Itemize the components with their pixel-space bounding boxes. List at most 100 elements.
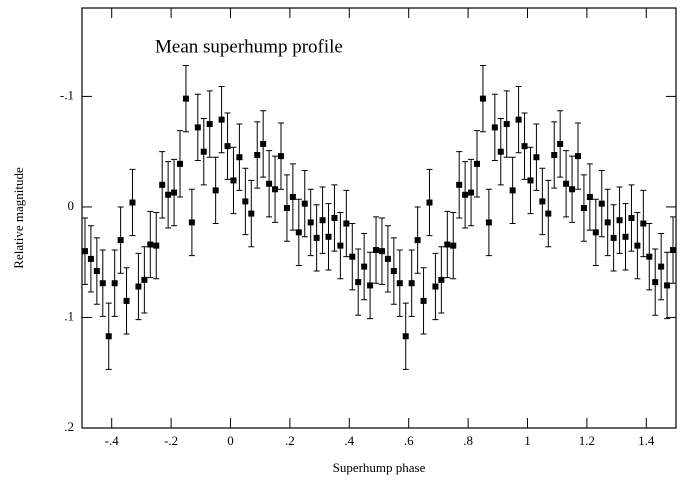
data-point xyxy=(468,189,475,196)
data-point xyxy=(147,241,154,248)
data-point xyxy=(527,177,534,184)
data-point xyxy=(277,153,284,160)
data-point xyxy=(87,255,94,262)
data-point xyxy=(574,153,581,160)
data-point xyxy=(248,210,255,217)
data-point xyxy=(485,219,492,226)
data-point xyxy=(420,297,427,304)
x-axis-label: Superhump phase xyxy=(333,460,426,475)
data-point xyxy=(313,234,320,241)
data-point xyxy=(521,143,528,150)
data-point xyxy=(438,276,445,283)
data-point xyxy=(188,219,195,226)
data-point xyxy=(515,116,522,123)
data-point xyxy=(479,95,486,102)
data-point xyxy=(254,152,261,158)
data-point xyxy=(153,242,160,249)
data-point xyxy=(604,219,611,226)
data-point xyxy=(307,219,314,226)
x-tick-label: 1.4 xyxy=(638,433,655,448)
data-point xyxy=(646,253,653,260)
data-point xyxy=(206,121,213,128)
data-point xyxy=(432,283,439,290)
data-point xyxy=(456,181,463,188)
x-tick-label: .8 xyxy=(463,433,473,448)
data-point xyxy=(123,297,130,304)
y-tick-label: .2 xyxy=(64,419,74,434)
data-point xyxy=(503,121,510,128)
data-point xyxy=(135,283,142,290)
data-point xyxy=(557,140,564,147)
data-point xyxy=(325,233,332,240)
data-point xyxy=(462,191,469,198)
data-point xyxy=(224,143,231,150)
x-tick-label: -.4 xyxy=(105,433,120,448)
data-point xyxy=(598,200,605,207)
data-point xyxy=(242,198,249,205)
data-point xyxy=(610,234,617,241)
data-point xyxy=(592,229,599,236)
data-point xyxy=(194,124,201,131)
x-tick-label: -.2 xyxy=(164,433,178,448)
chart-title: Mean superhump profile xyxy=(155,36,343,57)
x-tick-label: 1 xyxy=(524,433,531,448)
y-axis-label: Relative magnitude xyxy=(11,167,26,269)
data-point xyxy=(93,268,100,275)
data-point xyxy=(283,205,290,212)
data-point xyxy=(580,205,587,212)
data-point xyxy=(586,194,593,200)
data-point xyxy=(450,242,457,249)
y-tick-label: .1 xyxy=(64,308,74,323)
data-point xyxy=(349,253,356,260)
data-point xyxy=(545,210,552,217)
data-point xyxy=(491,124,498,131)
data-point xyxy=(569,186,576,193)
data-point xyxy=(664,282,671,289)
data-point xyxy=(402,333,409,340)
data-point xyxy=(658,263,665,270)
data-point xyxy=(539,198,546,205)
x-tick-label: 1.2 xyxy=(579,433,595,448)
data-point xyxy=(373,247,380,254)
data-point xyxy=(634,242,641,249)
data-point xyxy=(159,181,166,188)
data-point xyxy=(295,229,302,236)
data-point xyxy=(129,199,136,206)
x-tick-label: 0 xyxy=(227,433,234,448)
y-tick-label: 0 xyxy=(68,198,75,213)
data-point xyxy=(361,263,368,270)
data-point xyxy=(236,154,243,161)
data-point xyxy=(218,116,225,123)
data-point xyxy=(551,152,558,158)
data-point xyxy=(408,280,415,287)
data-point xyxy=(563,180,570,187)
data-point xyxy=(616,217,623,224)
data-point xyxy=(414,237,421,244)
data-point xyxy=(367,282,374,289)
data-point xyxy=(81,248,88,255)
x-tick-label: .6 xyxy=(404,433,414,448)
data-point xyxy=(343,220,350,227)
data-point xyxy=(622,233,629,240)
data-point xyxy=(289,194,296,200)
data-point xyxy=(117,237,124,244)
data-point xyxy=(331,215,338,221)
data-point xyxy=(99,280,106,287)
data-point xyxy=(355,279,362,286)
data-point xyxy=(319,217,326,224)
data-point xyxy=(444,241,451,248)
y-tick-label: -.1 xyxy=(60,87,74,102)
data-point xyxy=(182,95,189,102)
data-point xyxy=(177,160,184,167)
data-point xyxy=(533,154,540,161)
data-point xyxy=(200,148,207,155)
data-point xyxy=(390,268,397,275)
data-point xyxy=(384,255,391,262)
data-point xyxy=(111,280,118,287)
data-point xyxy=(337,242,344,249)
data-point xyxy=(165,191,172,198)
data-point xyxy=(230,177,237,184)
data-point xyxy=(272,186,279,193)
data-point xyxy=(266,180,273,187)
